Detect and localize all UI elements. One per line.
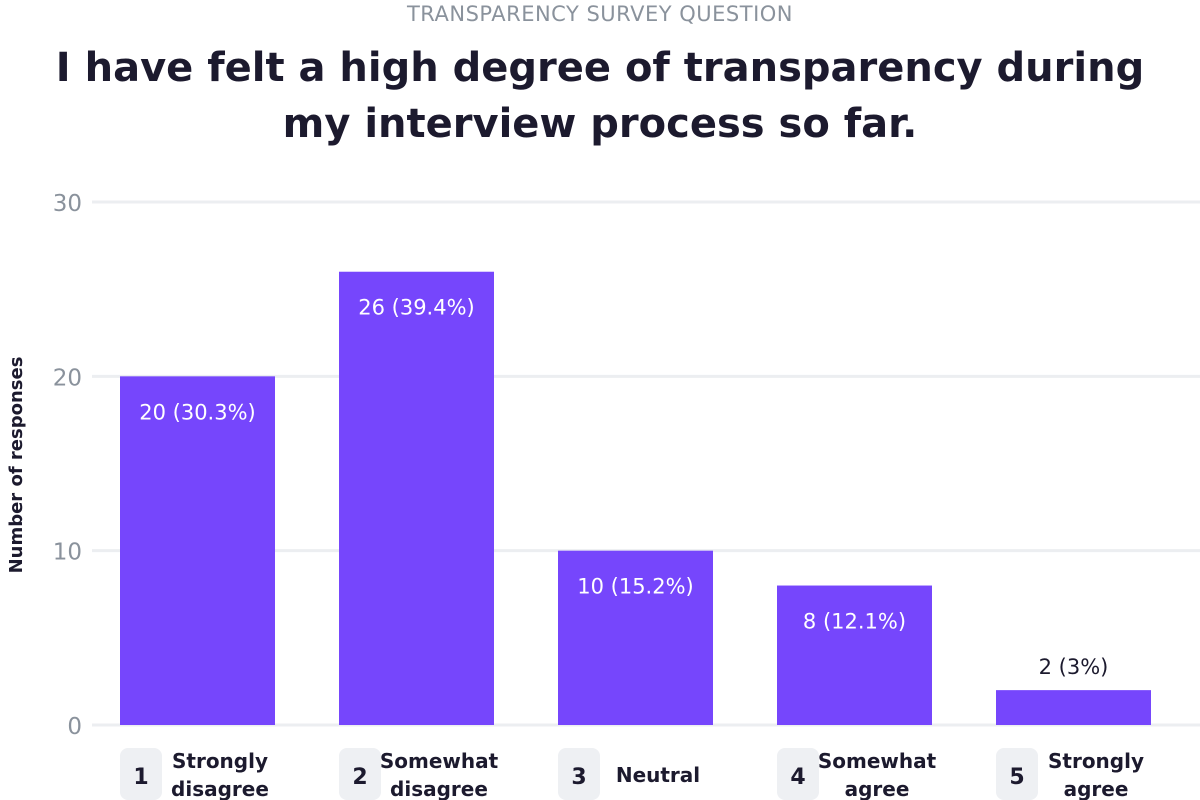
category-label: Strongly [172,749,268,773]
category-label: disagree [171,777,269,800]
data-label: 2 (3%) [1039,655,1109,679]
bars-layer [120,271,1151,725]
category-number-badge [339,748,381,800]
data-label: 10 (15.2%) [577,575,694,599]
y-tick-label: 30 [53,191,82,217]
chart-kicker: TRANSPARENCY SURVEY QUESTION [406,2,794,26]
category-number: 5 [1009,765,1024,790]
category-label: Somewhat [380,749,499,773]
category-number-badge [996,748,1038,800]
category-number: 2 [352,765,367,790]
category-number: 1 [133,765,148,790]
y-tick-label: 20 [53,365,82,391]
bar [558,550,713,725]
category-number: 3 [571,765,586,790]
category-number-badge [558,748,600,800]
y-tick-label: 0 [67,714,82,740]
category-label: agree [845,777,910,800]
category-label: disagree [390,777,488,800]
bar [777,585,932,725]
bar [120,376,275,725]
y-tick-label: 10 [53,540,82,566]
category-label: Neutral [616,763,700,787]
chart-title: I have felt a high degree of transparenc… [55,45,1145,147]
data-label: 20 (30.3%) [139,400,256,424]
category-number: 4 [790,765,805,790]
category-label: agree [1064,777,1129,800]
category-number-badge [120,748,162,800]
bar [996,690,1151,725]
data-label: 26 (39.4%) [358,296,475,320]
category-label: Strongly [1048,749,1144,773]
bar [339,271,494,725]
category-label: Somewhat [818,749,937,773]
category-number-badge [777,748,819,800]
data-label: 8 (12.1%) [803,610,906,634]
labels-layer: 20 (30.3%) 1 Strongly disagree 26 (39.4%) 2 So… [120,296,1144,800]
y-axis-label: Number of responses [6,357,27,574]
